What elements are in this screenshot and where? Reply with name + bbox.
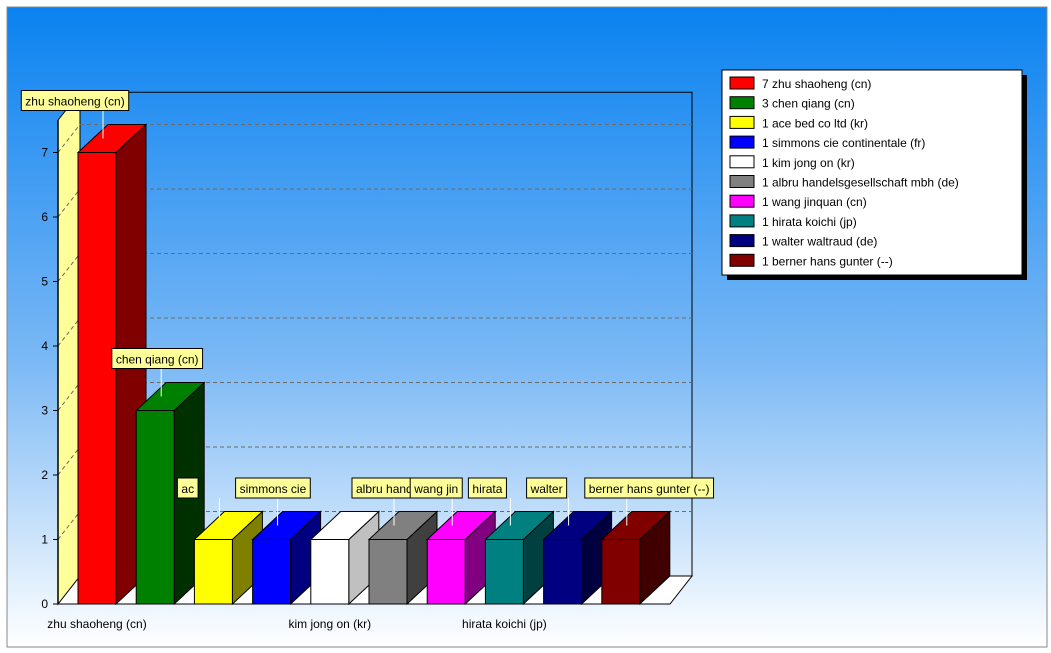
gridline-side (57, 382, 81, 411)
y-tick-label: 3 (41, 404, 48, 418)
callout-7: wang jin (409, 477, 463, 526)
legend-item-6: 1 albru handelsgesellschaft mbh (de) (729, 175, 959, 190)
callout-box (526, 477, 568, 499)
bar-front (543, 539, 583, 605)
callout-9: walter (526, 477, 570, 526)
y-tick-label: 1 (41, 533, 48, 547)
left-wall (57, 90, 81, 606)
y-tick-label: 2 (41, 468, 48, 482)
bar-front (77, 152, 117, 605)
legend-swatch (729, 115, 755, 129)
callout-box (467, 477, 507, 499)
gridline-side (57, 253, 81, 282)
bar-5 (309, 510, 381, 606)
legend-item-5: 1 kim jong on (kr) (729, 155, 855, 170)
bar-9 (542, 510, 613, 606)
bar-front (193, 539, 233, 605)
bar-front (252, 539, 292, 605)
x-tick-label: hirata koichi (jp) (462, 617, 547, 631)
y-tick-label: 5 (41, 275, 48, 289)
legend-label: 1 simmons cie continentale (fr) (762, 136, 925, 150)
legend-swatch (729, 96, 755, 110)
bar-front (426, 539, 466, 605)
callout-text: wang jin (413, 482, 458, 496)
legend-box (721, 69, 1023, 276)
gridline-side (57, 511, 81, 540)
bar-front (484, 539, 524, 605)
y-tick-label: 0 (41, 597, 48, 611)
callout-text: chen qiang (cn) (116, 353, 199, 367)
callout-box (584, 477, 715, 499)
legend-item-7: 1 wang jinquan (cn) (729, 194, 867, 209)
callout-10: berner hans gunter (--) (584, 477, 715, 526)
legend-swatch (729, 76, 755, 90)
callout-1: zhu shaoheng (cn) (20, 90, 130, 139)
legend-item-8: 1 hirata koichi (jp) (729, 214, 857, 229)
legend-item-1: 7 zhu shaoheng (cn) (729, 76, 871, 91)
legend-label: 1 walter waltraud (de) (762, 235, 877, 249)
callout-box (111, 348, 204, 369)
callout-text: ac (181, 482, 194, 496)
callout-8: hirata (467, 477, 511, 526)
gridline-side (57, 317, 81, 347)
bar-front (310, 539, 350, 605)
callout-box (20, 90, 130, 111)
legend-swatch (729, 155, 755, 169)
callout-3: ac (176, 477, 220, 526)
legend-swatch (729, 253, 755, 267)
gridline-side (57, 124, 81, 153)
callout-text: berner hans gunter (--) (589, 482, 710, 496)
callout-text: walter (530, 482, 563, 496)
legend-item-2: 3 chen qiang (cn) (729, 96, 855, 111)
legend-item-3: 1 ace bed co ltd (kr) (729, 115, 868, 130)
legend-label: 1 albru handelsgesellschaft mbh (de) (762, 176, 959, 190)
legend-swatch (729, 194, 755, 208)
legend-item-10: 1 berner hans gunter (--) (729, 253, 893, 268)
legend-swatch (729, 175, 755, 188)
bar-front (601, 539, 641, 605)
callout-box (409, 477, 463, 499)
x-tick-label: zhu shaoheng (cn) (47, 617, 146, 631)
legend-label: 1 kim jong on (kr) (762, 156, 855, 170)
x-tick-label: kim jong on (kr) (288, 617, 371, 631)
legend-label: 1 ace bed co ltd (kr) (762, 116, 868, 130)
legend-label: 3 chen qiang (cn) (762, 97, 855, 111)
y-tick-label: 4 (41, 339, 48, 353)
bar-front (368, 539, 408, 605)
legend-label: 1 wang jinquan (cn) (762, 195, 867, 209)
legend-item-9: 1 walter waltraud (de) (729, 234, 877, 249)
y-tick-label: 6 (41, 210, 48, 224)
callout-4: simmons cie (235, 477, 311, 526)
legend-label: 1 berner hans gunter (--) (762, 254, 893, 268)
legend-swatch (729, 234, 755, 248)
gridline-side (57, 188, 81, 218)
bar-10 (600, 510, 672, 606)
y-tick-label: 7 (41, 146, 48, 160)
bar-front (135, 410, 175, 605)
legend-label: 1 hirata koichi (jp) (762, 215, 857, 229)
legend-item-4: 1 simmons cie continentale (fr) (729, 135, 925, 150)
legend-swatch (729, 214, 755, 228)
callout-2: chen qiang (cn) (111, 348, 204, 397)
callout-box (176, 477, 199, 499)
legend-swatch (729, 135, 755, 149)
callout-text: hirata (472, 482, 502, 496)
callout-text: simmons cie (240, 482, 307, 496)
legend-label: 7 zhu shaoheng (cn) (762, 77, 871, 91)
gridline-side (57, 446, 81, 476)
callout-text: zhu shaoheng (cn) (25, 95, 124, 109)
callout-box (235, 477, 311, 499)
